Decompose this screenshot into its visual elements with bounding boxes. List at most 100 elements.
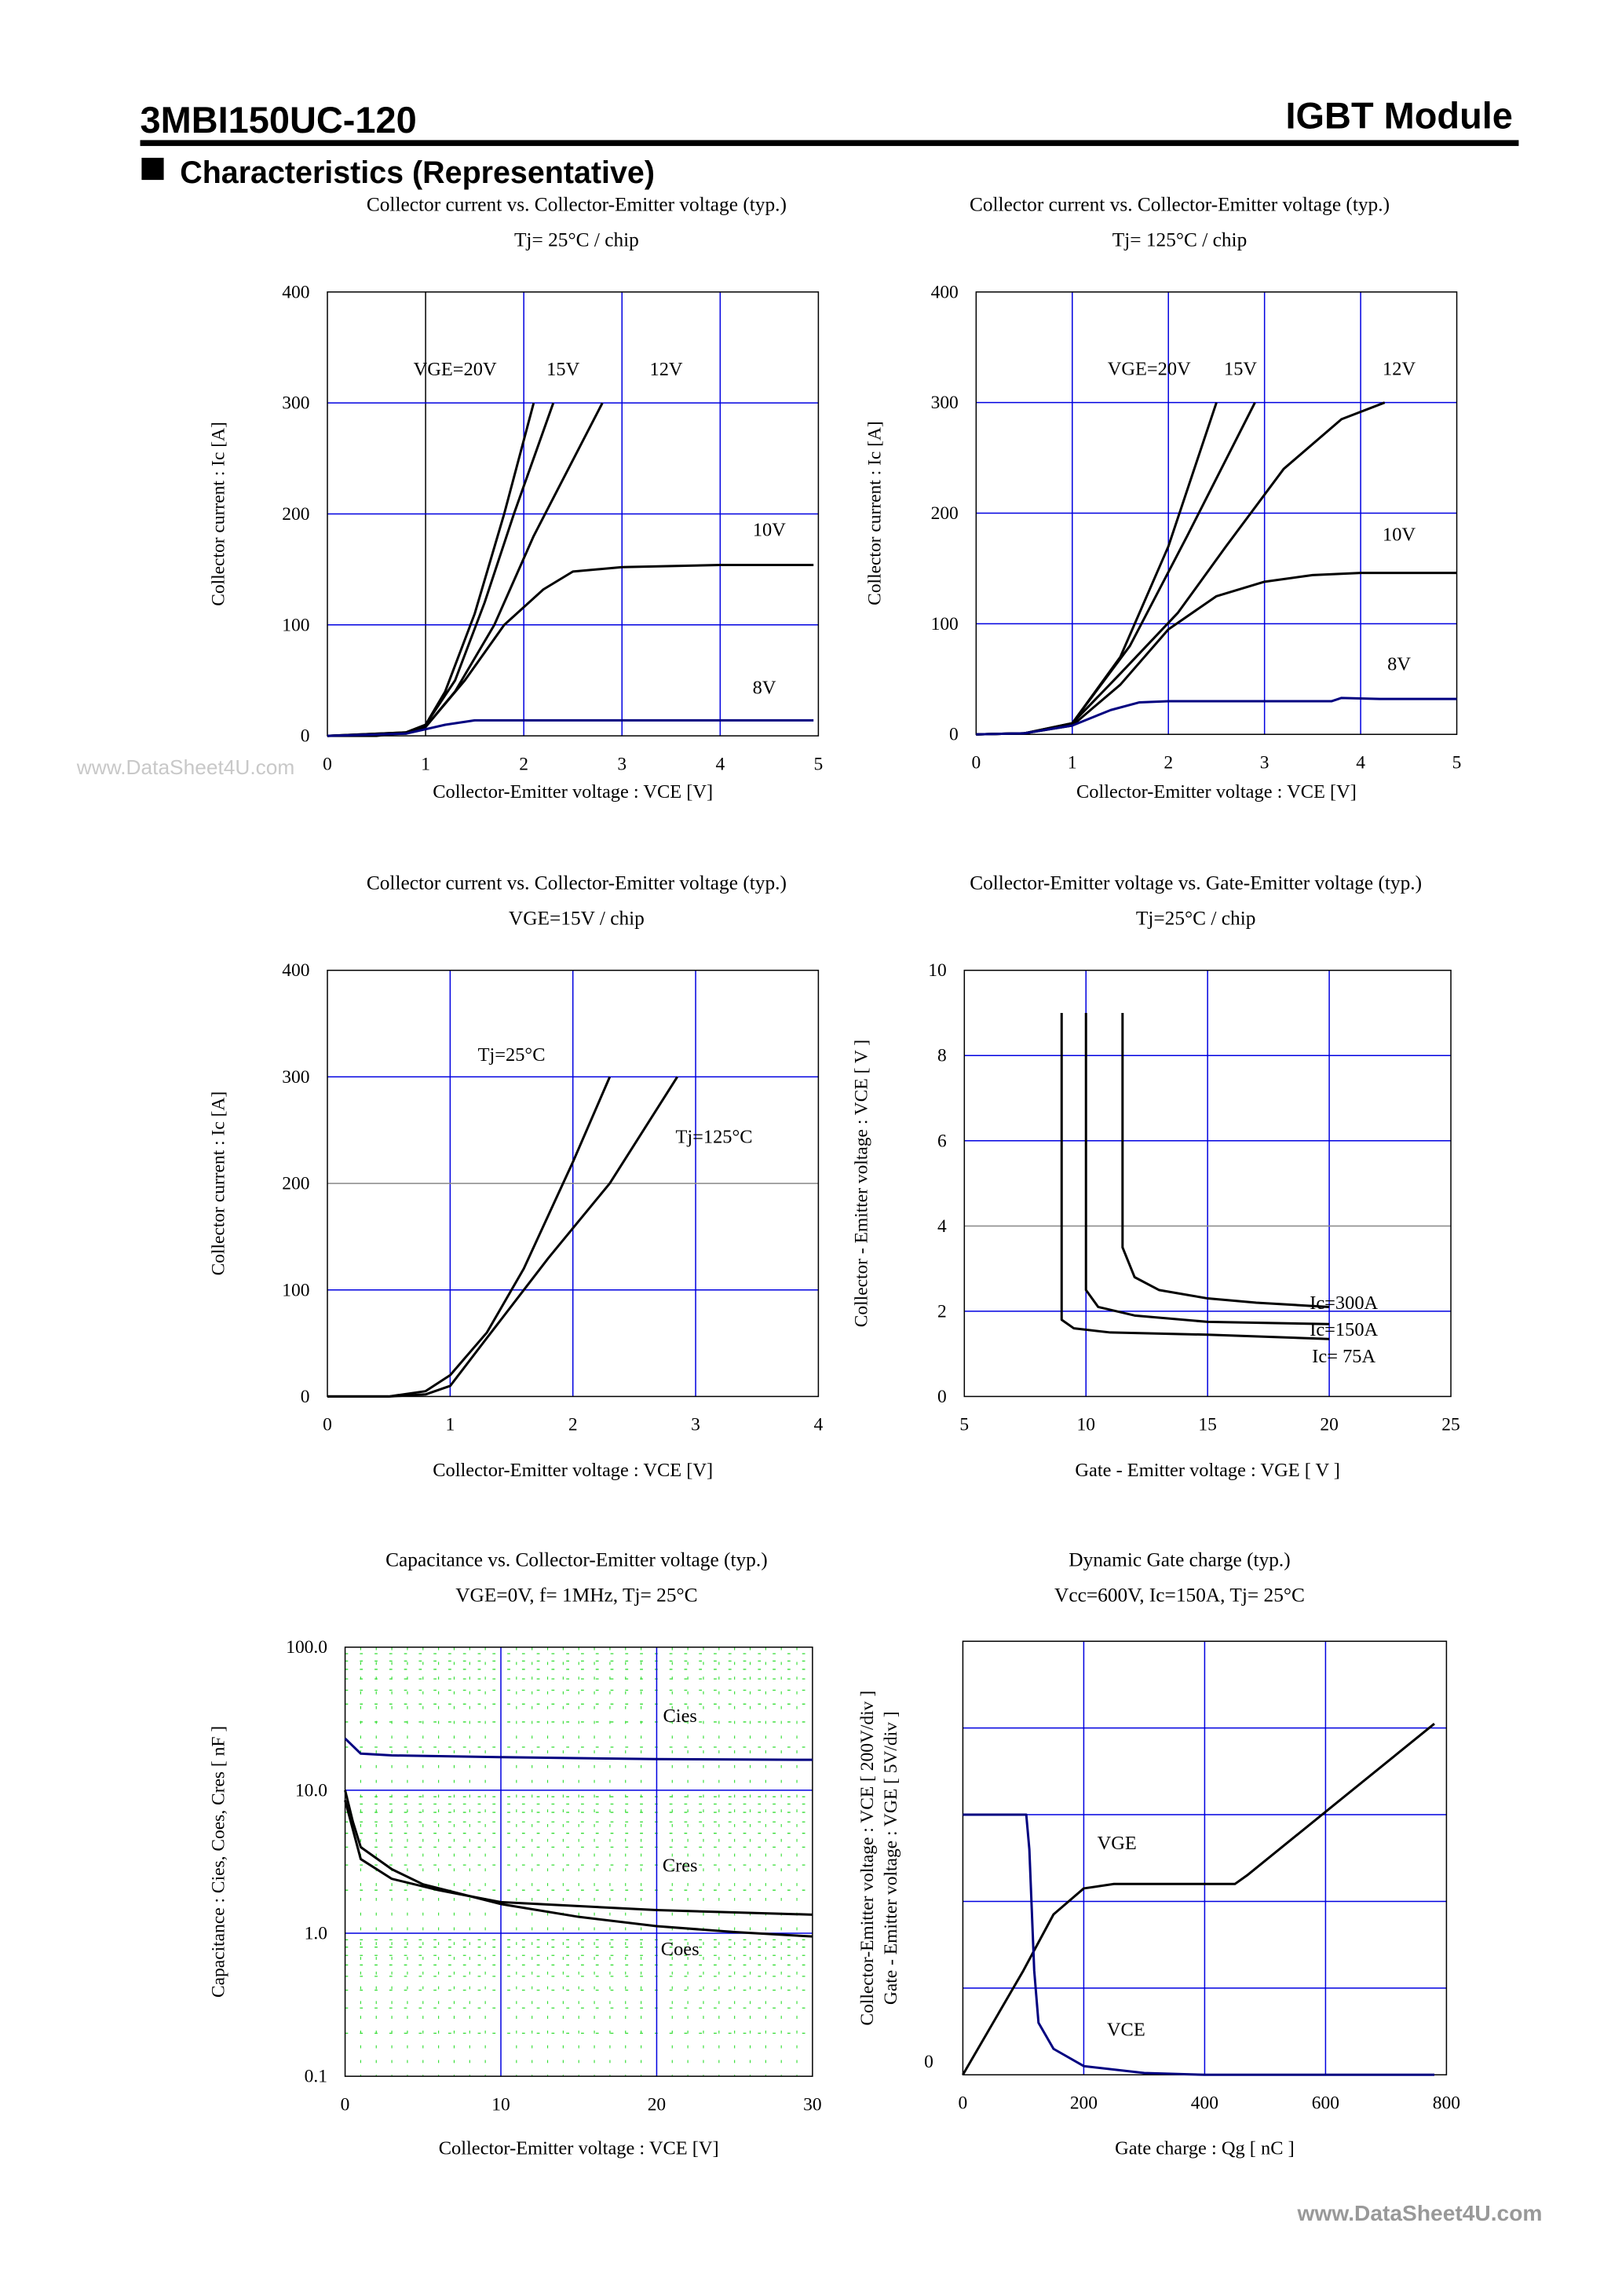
chart-title: Dynamic Gate charge (typ.) <box>1069 1548 1290 1570</box>
y-tick-label: 4 <box>937 1216 947 1237</box>
chart-title: Tj= 125°C / chip <box>1112 229 1248 251</box>
series-label: 15V <box>1224 358 1257 379</box>
series-line-cies <box>344 1737 813 1761</box>
y-tick-label: 100 <box>931 614 959 634</box>
x-tick-label: 20 <box>648 2094 666 2115</box>
series-line-vge-20v <box>976 402 1218 736</box>
series-label: Cres <box>663 1855 698 1876</box>
y-tick-label: 0 <box>301 726 310 747</box>
y-tick-label: 2 <box>937 1301 947 1322</box>
y-tick-label: 0 <box>949 725 959 745</box>
chart-title: Collector current vs. Collector-Emitter … <box>970 194 1390 216</box>
plot-frame <box>975 291 1458 735</box>
y-tick-label: 10 <box>928 960 946 981</box>
y-tick-label: 100 <box>282 615 309 635</box>
x-tick-label: 1 <box>421 754 430 774</box>
series-label: Ic=150A <box>1310 1319 1378 1340</box>
series-label: VCE <box>1107 2020 1145 2041</box>
x-tick-label: 2 <box>568 1415 578 1435</box>
watermark: www.DataSheet4U.com <box>76 755 295 779</box>
part-number: 3MBI150UC-120 <box>141 100 417 141</box>
y-tick-label: 400 <box>931 282 959 302</box>
x-tick-label: 30 <box>803 2094 821 2115</box>
series-label: Tj=25°C <box>478 1044 546 1066</box>
series-line-tj-125-c <box>327 1076 678 1398</box>
product-type: IGBT Module <box>1285 95 1512 136</box>
y-tick-label: 400 <box>282 960 309 981</box>
x-tick-label: 2 <box>1164 752 1173 773</box>
series-line-vce <box>963 1813 1435 2076</box>
chart-1: Collector current vs. Collector-Emitter … <box>209 194 824 803</box>
series-label: VGE <box>1098 1833 1137 1854</box>
plot-frame <box>327 291 820 737</box>
watermark: www.DataSheet4U.com <box>1297 2201 1543 2225</box>
series-line-15v <box>976 402 1256 736</box>
y-tick-label: 300 <box>282 393 309 414</box>
series-label: Cies <box>663 1706 697 1727</box>
x-tick-label: 3 <box>691 1415 700 1435</box>
x-tick-label: 1 <box>1068 752 1077 773</box>
chart-6: Dynamic Gate charge (typ.) Vcc=600V, Ic=1… <box>857 1548 1460 2159</box>
x-tick-label: 4 <box>715 754 725 774</box>
series-label: 8V <box>1387 654 1411 675</box>
series-label: VGE=20V <box>1108 358 1191 379</box>
x-tick-label: 800 <box>1433 2093 1460 2113</box>
x-tick-label: 10 <box>1077 1415 1095 1435</box>
series-line-vge <box>962 1722 1435 2076</box>
y-tick-label: 0.1 <box>305 2067 327 2087</box>
series-label: 12V <box>650 359 683 380</box>
x-axis-label: Gate charge : Qg [ nC ] <box>1115 2138 1295 2159</box>
chart-3: Collector current vs. Collector-Emitter … <box>209 872 824 1480</box>
x-tick-label: 200 <box>1070 2093 1098 2113</box>
series-line-12v <box>976 401 1386 736</box>
x-tick-label: 0 <box>341 2094 350 2115</box>
series-label: Tj=125°C <box>675 1127 752 1148</box>
y-tick-label: 0 <box>937 1387 947 1407</box>
x-tick-label: 3 <box>617 754 627 774</box>
x-tick-label: 5 <box>1452 752 1462 773</box>
series-line-coes <box>344 1800 813 1916</box>
y-axis-label: Gate - Emitter voltage : VGE [ 5V/div ] <box>881 1711 901 2005</box>
y-axis-label: Collector-Emitter voltage : VCE [ 200V/d… <box>857 1691 878 2026</box>
series-line-8v <box>327 718 814 737</box>
x-axis-label: Collector-Emitter voltage : VCE [V] <box>1076 781 1357 803</box>
series-label: 12V <box>1383 358 1416 379</box>
series-label: Coes <box>661 1939 700 1960</box>
series-line-ic-75a <box>1060 1012 1330 1340</box>
y-axis-label: Collector current : Ic [A] <box>864 421 885 605</box>
x-tick-label: 600 <box>1312 2093 1339 2113</box>
x-tick-label: 20 <box>1320 1415 1338 1435</box>
x-axis-label: Collector-Emitter voltage : VCE [V] <box>433 781 713 803</box>
x-tick-label: 2 <box>519 754 528 774</box>
y-axis-label: Collector current : Ic [A] <box>209 422 229 606</box>
y-axis-label: Collector - Emitter voltage : VCE [ V ] <box>851 1040 871 1327</box>
y-tick-label: 400 <box>282 282 309 302</box>
x-tick-label: 0 <box>323 1415 332 1435</box>
x-axis-label: Collector-Emitter voltage : VCE [V] <box>439 2138 719 2159</box>
y-tick-label: 100 <box>282 1280 309 1300</box>
x-tick-label: 0 <box>971 752 981 773</box>
x-tick-label: 5 <box>814 754 824 774</box>
section-bullet <box>141 157 164 181</box>
chart-title: Tj= 25°C / chip <box>514 229 639 251</box>
plot-frame <box>327 969 820 1398</box>
x-tick-label: 10 <box>491 2094 510 2115</box>
y-tick-label: 6 <box>937 1131 947 1151</box>
chart-title: Capacitance vs. Collector-Emitter voltag… <box>385 1548 767 1570</box>
y-tick-label: 10.0 <box>295 1780 327 1801</box>
chart-title: Collector current vs. Collector-Emitter … <box>367 872 787 894</box>
y-tick-label: 300 <box>282 1067 309 1088</box>
y-axis-label: Capacitance : Cies, Coes, Cres [ nF ] <box>209 1726 229 1998</box>
x-tick-label: 4 <box>814 1415 824 1435</box>
x-tick-label: 3 <box>1260 752 1269 773</box>
series-label: 15V <box>546 359 579 380</box>
y-tick-label: 8 <box>937 1046 947 1066</box>
x-tick-label: 15 <box>1198 1415 1216 1435</box>
series-label: VGE=20V <box>414 359 497 380</box>
chart-title: VGE=0V, f= 1MHz, Tj= 25°C <box>455 1584 697 1606</box>
y-tick-label: 0 <box>924 2052 933 2072</box>
x-tick-label: 0 <box>959 2093 968 2113</box>
y-tick-label: 0 <box>301 1387 310 1407</box>
y-tick-label: 1.0 <box>305 1924 327 1944</box>
